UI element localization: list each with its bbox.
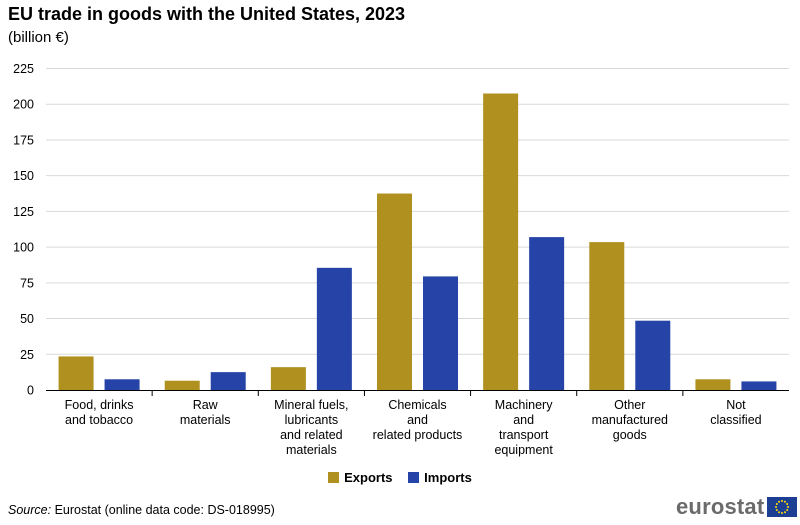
x-tick-label: Other [614, 398, 645, 412]
legend-swatch-imports [408, 472, 420, 483]
bar-exports-3 [377, 193, 412, 390]
y-axis-ticks: 0 25 50 75 100 125 150 175 200 225 [13, 62, 34, 398]
x-tick-label: and [513, 413, 534, 427]
x-tick-label: and related [280, 428, 343, 442]
bars [58, 93, 777, 390]
x-tick-label: and tobacco [65, 413, 133, 427]
bar-imports-2 [316, 267, 352, 390]
x-tick-label: related products [373, 428, 463, 442]
x-tick-label: and [407, 413, 428, 427]
chart-subtitle: (billion €) [8, 29, 69, 46]
x-tick-label: Food, drinks [65, 398, 134, 412]
bar-exports-4 [483, 93, 519, 390]
x-tick-label: Raw [193, 398, 219, 412]
legend-label-imports: Imports [424, 470, 472, 485]
eu-flag-icon [767, 497, 798, 517]
y-tick-label: 100 [13, 241, 34, 255]
x-tick-label: manufactured [592, 413, 668, 427]
bar-imports-0 [104, 379, 140, 390]
y-tick-label: 75 [20, 276, 34, 290]
y-tick-label: 50 [20, 312, 34, 326]
bar-exports-0 [58, 356, 94, 390]
eurostat-logo: eurostat [676, 494, 798, 520]
legend-item-imports: Imports [408, 470, 472, 485]
x-tick-label: materials [286, 443, 337, 457]
y-tick-label: 175 [13, 133, 34, 147]
bar-imports-1 [210, 372, 246, 390]
legend: Exports Imports [0, 470, 800, 486]
x-tick-label: lubricants [285, 413, 339, 427]
x-tick-label: Mineral fuels, [274, 398, 348, 412]
y-tick-label: 125 [13, 205, 34, 219]
bar-imports-6 [741, 381, 777, 390]
source-label: Source: [8, 503, 52, 517]
legend-swatch-exports [328, 472, 340, 483]
x-tick-label: equipment [494, 443, 553, 457]
bar-imports-5 [635, 320, 671, 390]
bar-exports-6 [695, 379, 731, 390]
bar-exports-5 [589, 242, 625, 390]
bar-exports-1 [164, 380, 200, 390]
y-tick-label: 225 [13, 62, 34, 76]
legend-item-exports: Exports [328, 470, 393, 485]
logo-text: eurostat [676, 494, 765, 519]
y-tick-label: 200 [13, 98, 34, 112]
x-tick-label: classified [710, 413, 761, 427]
y-tick-label: 25 [20, 348, 34, 362]
source-note: Source: Eurostat (online data code: DS-0… [8, 503, 275, 517]
bar-imports-4 [529, 237, 565, 390]
gridlines [46, 68, 789, 355]
source-text: Eurostat (online data code: DS-018995) [51, 503, 275, 517]
chart-title: EU trade in goods with the United States… [8, 4, 406, 24]
x-tick-label: Not [726, 398, 746, 412]
legend-label-exports: Exports [344, 470, 393, 485]
y-tick-label: 0 [27, 384, 34, 398]
x-axis [46, 390, 789, 396]
y-tick-label: 150 [13, 169, 34, 183]
x-tick-label: Chemicals [388, 398, 446, 412]
x-tick-label: transport [499, 428, 549, 442]
x-tick-label: materials [180, 413, 231, 427]
bar-exports-2 [270, 367, 306, 390]
x-tick-label: goods [613, 428, 647, 442]
x-tick-label: Machinery [495, 398, 553, 412]
bar-imports-3 [423, 276, 458, 390]
